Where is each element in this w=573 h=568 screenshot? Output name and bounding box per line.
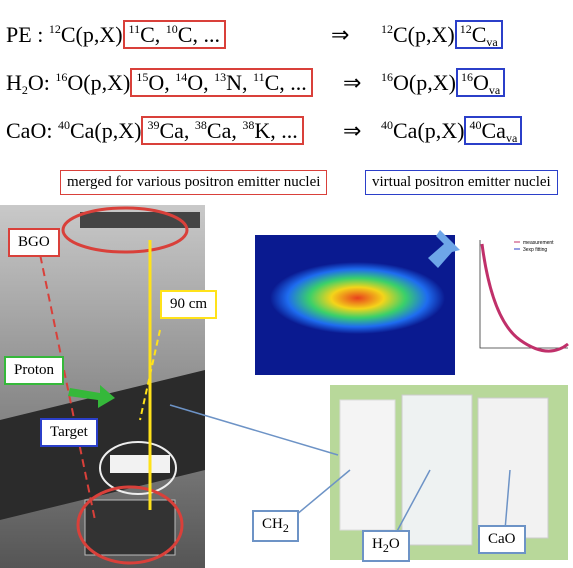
legend-label: measurement — [523, 240, 554, 246]
label: BGO — [8, 228, 60, 257]
label: 90 cm — [160, 290, 217, 319]
label: H2O — [362, 530, 410, 562]
label: Proton — [4, 356, 64, 385]
h2o-container — [402, 395, 472, 545]
detector — [85, 500, 175, 555]
label: Target — [40, 418, 98, 447]
text: H — [372, 536, 383, 552]
legend-label: 3exp fitting — [523, 247, 547, 253]
ch2-block — [340, 400, 395, 530]
text: CH — [262, 516, 283, 532]
sample — [110, 455, 170, 473]
text: O — [389, 536, 400, 552]
label: CH2 — [252, 510, 299, 542]
cao-container — [478, 398, 548, 538]
page: PE : 12C(p,X)11C, 10C, ... ⇒ 12C(p,X)12C… — [0, 0, 573, 568]
figure: measurement 3exp fitting — [0, 0, 573, 568]
label: CaO — [478, 525, 526, 554]
subscript: 2 — [283, 521, 289, 535]
heatmap-spot — [270, 262, 445, 334]
